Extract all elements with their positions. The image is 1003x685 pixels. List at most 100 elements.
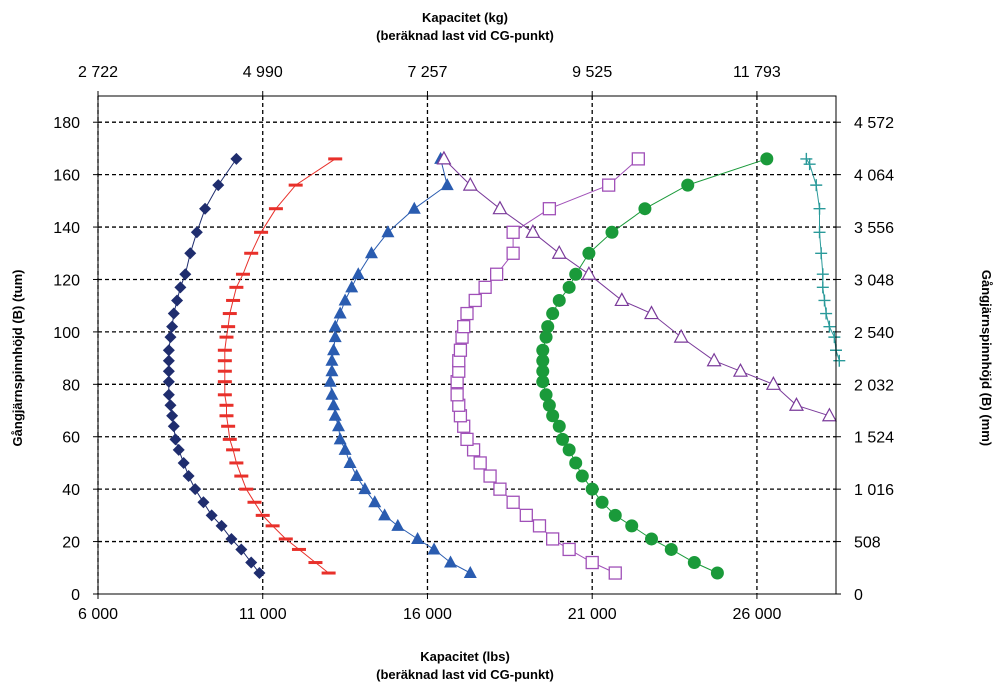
data-point <box>197 496 210 509</box>
data-point <box>222 437 237 441</box>
data-point <box>221 424 236 428</box>
data-point <box>325 364 339 377</box>
x-top-tick-label: 7 257 <box>407 64 447 81</box>
x-bottom-tick-label: 6 000 <box>78 606 118 623</box>
data-point <box>803 158 816 171</box>
data-point <box>710 566 724 580</box>
plot-frame <box>97 95 837 595</box>
x-top-title-line1: Kapacitet (kg) <box>422 10 508 25</box>
data-point <box>169 433 182 446</box>
data-point <box>221 325 236 329</box>
data-point <box>162 388 175 401</box>
y-left-tick-label: 0 <box>71 587 80 604</box>
data-point <box>625 519 639 533</box>
data-point <box>253 567 266 580</box>
data-point <box>254 230 269 234</box>
series-circle <box>536 152 774 580</box>
data-point <box>338 442 352 455</box>
data-point <box>255 513 270 517</box>
data-point <box>323 374 337 387</box>
x-bottom-title-line2: (beräknad last vid CG-punkt) <box>376 667 554 682</box>
data-point <box>536 364 550 378</box>
data-point <box>333 306 347 319</box>
data-point <box>166 320 179 333</box>
data-point <box>453 343 468 357</box>
y-right-tick-label: 4 572 <box>854 115 894 132</box>
data-point <box>493 482 507 496</box>
data-point <box>391 518 405 531</box>
data-point <box>562 542 576 557</box>
y-left-tick-label: 40 <box>62 482 80 499</box>
data-point <box>556 432 570 446</box>
data-point <box>463 566 477 579</box>
series-plus <box>800 152 846 367</box>
data-point <box>166 409 179 422</box>
data-point <box>217 359 232 363</box>
data-point <box>823 320 836 333</box>
series-line <box>443 158 830 417</box>
data-point <box>162 344 175 357</box>
data-point <box>225 532 238 545</box>
data-point <box>532 519 547 533</box>
data-point <box>813 202 826 215</box>
data-point <box>235 272 250 276</box>
data-point <box>219 335 234 339</box>
data-point <box>444 555 458 568</box>
data-point <box>177 456 190 469</box>
data-point <box>638 202 652 216</box>
data-point <box>164 399 177 412</box>
data-point <box>525 224 541 238</box>
data-point <box>244 251 259 255</box>
data-point <box>595 495 609 509</box>
data-point <box>427 542 441 555</box>
data-point <box>536 343 550 357</box>
data-point <box>172 443 185 456</box>
data-point <box>506 246 520 260</box>
y-right-tick-label: 508 <box>854 535 881 552</box>
data-point <box>539 388 553 402</box>
data-point <box>506 225 520 239</box>
data-point <box>407 201 421 214</box>
data-point <box>230 152 243 165</box>
data-point <box>631 152 645 166</box>
y-left-tick-label: 80 <box>62 377 80 394</box>
data-point <box>411 531 425 544</box>
data-point <box>351 267 365 280</box>
data-point <box>457 320 471 334</box>
data-point <box>575 469 589 483</box>
data-point <box>608 508 622 522</box>
series-line <box>329 158 471 574</box>
y-right-tick-label: 1 524 <box>854 430 894 447</box>
data-point <box>215 519 228 532</box>
y-right-tick-label: 3 048 <box>854 272 894 289</box>
data-point <box>645 532 658 546</box>
data-point <box>226 298 241 302</box>
data-point <box>265 524 280 528</box>
data-point <box>217 369 232 373</box>
data-point <box>760 152 774 166</box>
data-point <box>217 393 232 397</box>
data-point <box>162 375 175 388</box>
data-point <box>546 307 560 321</box>
data-point <box>182 470 195 483</box>
y-right-tick-label: 2 032 <box>854 377 894 394</box>
data-point <box>338 293 352 306</box>
data-point <box>585 482 599 496</box>
x-top-tick-label: 9 525 <box>572 64 612 81</box>
data-point <box>235 543 248 556</box>
data-point <box>551 245 567 259</box>
data-point <box>328 157 343 161</box>
x-top-tick-label: 4 990 <box>243 64 283 81</box>
data-point <box>189 483 202 496</box>
data-point <box>818 294 831 307</box>
data-point <box>239 487 254 491</box>
series-diamond <box>162 152 266 580</box>
data-point <box>687 556 701 570</box>
data-point <box>333 432 347 445</box>
y-left-tick-label: 120 <box>53 272 80 289</box>
y-right-tick-label: 0 <box>854 587 863 604</box>
y-left-tick-label: 100 <box>53 325 80 342</box>
data-point <box>815 247 828 260</box>
data-point <box>328 408 342 421</box>
